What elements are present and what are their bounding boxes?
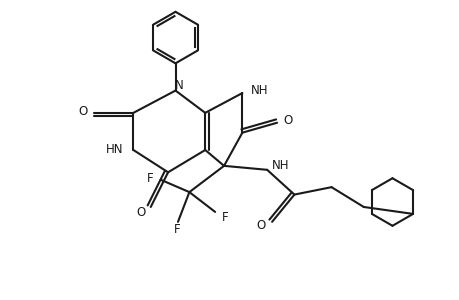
Text: F: F xyxy=(146,172,153,185)
Text: O: O xyxy=(283,114,292,127)
Text: NH: NH xyxy=(251,84,268,97)
Text: F: F xyxy=(221,212,228,224)
Text: HN: HN xyxy=(106,142,123,155)
Text: NH: NH xyxy=(272,159,289,172)
Text: O: O xyxy=(136,206,145,219)
Text: F: F xyxy=(174,223,180,236)
Text: N: N xyxy=(174,79,183,92)
Text: O: O xyxy=(256,219,265,232)
Text: O: O xyxy=(78,105,87,119)
